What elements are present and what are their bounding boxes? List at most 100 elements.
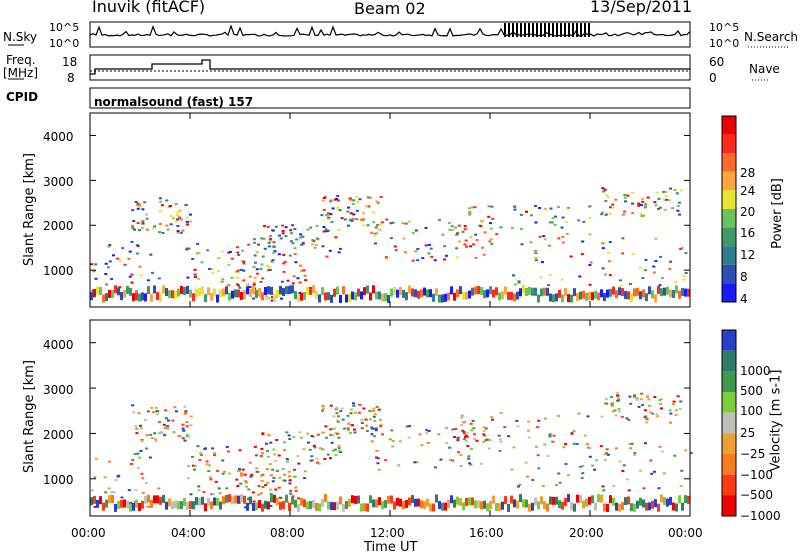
heatmap-cell: [504, 286, 507, 295]
heatmap-cell: [313, 246, 317, 249]
heatmap-cell: [205, 460, 209, 463]
heatmap-cell: [239, 472, 243, 475]
heatmap-cell: [358, 403, 362, 406]
heatmap-cell: [499, 440, 503, 443]
heatmap-cell: [370, 433, 374, 436]
heatmap-cell: [430, 255, 434, 258]
heatmap-cell: [646, 395, 649, 398]
heatmap-cell: [561, 501, 564, 510]
heatmap-cell: [659, 255, 662, 258]
heatmap-cell: [330, 221, 334, 224]
heatmap-cell: [310, 435, 314, 437]
heatmap-cell: [227, 450, 230, 453]
heatmap-cell: [357, 411, 361, 414]
heatmap-cell: [336, 501, 339, 510]
heatmap-cell: [131, 404, 135, 407]
heatmap-cell: [270, 260, 274, 263]
heatmap-cell: [637, 202, 641, 205]
heatmap-cell: [193, 273, 197, 276]
heatmap-cell: [669, 187, 672, 190]
heatmap-cell: [252, 266, 256, 268]
heatmap-cell: [451, 459, 455, 462]
heatmap-cell: [453, 292, 456, 301]
heatmap-cell: [588, 264, 592, 266]
heatmap-cell: [195, 252, 199, 255]
heatmap-cell: [245, 283, 249, 286]
heatmap-cell: [420, 500, 423, 509]
velocity-cb-tick-2: 100: [740, 404, 763, 418]
heatmap-cell: [645, 293, 648, 302]
heatmap-cell: [216, 469, 219, 472]
heatmap-cell: [641, 277, 645, 279]
heatmap-cell: [178, 216, 181, 219]
heatmap-cell: [594, 290, 597, 299]
heatmap-cell: [387, 294, 390, 303]
heatmap-cell: [638, 266, 642, 269]
heatmap-cell: [413, 461, 417, 464]
heatmap-cell: [134, 489, 138, 492]
heatmap-cell: [176, 218, 179, 221]
nave-label: Nave: [749, 62, 780, 76]
heatmap-cell: [375, 291, 378, 300]
heatmap-cell: [337, 444, 341, 447]
heatmap-cell: [321, 407, 325, 410]
heatmap-cell: [450, 286, 453, 295]
heatmap-cell: [630, 294, 633, 303]
heatmap-cell: [141, 292, 144, 301]
heatmap-cell: [369, 495, 372, 504]
cpid-frame: [89, 87, 691, 109]
heatmap-cell: [586, 443, 589, 446]
heatmap-cell: [278, 476, 282, 479]
heatmap-cell: [384, 293, 387, 302]
heatmap-cell: [339, 410, 343, 413]
heatmap-cell: [573, 503, 576, 512]
heatmap-cell: [136, 452, 140, 455]
heatmap-cell: [306, 286, 309, 295]
heatmap-cell: [141, 477, 145, 480]
heatmap-cell: [390, 495, 393, 504]
heatmap-cell: [482, 430, 486, 433]
xtick-0: 00:00: [71, 526, 106, 540]
heatmap-cell: [189, 220, 193, 223]
heatmap-cell: [627, 496, 630, 505]
heatmap-cell: [548, 435, 552, 438]
heatmap-cell: [233, 270, 237, 273]
heatmap-cell: [114, 503, 117, 512]
heatmap-cell: [556, 206, 560, 208]
heatmap-cell: [441, 502, 444, 511]
heatmap-cell: [259, 492, 263, 495]
heatmap-cell: [555, 293, 558, 302]
heatmap-cell: [583, 434, 587, 437]
heatmap-cell: [499, 226, 503, 229]
heatmap-cell: [250, 473, 254, 476]
heatmap-cell: [520, 243, 524, 246]
heatmap-cell: [334, 454, 338, 457]
heatmap-cell: [357, 495, 360, 504]
heatmap-cell: [381, 293, 384, 302]
heatmap-cell: [455, 247, 459, 250]
heatmap-cell: [111, 289, 114, 298]
colorbar-swatch: [722, 116, 736, 135]
heatmap-cell: [405, 425, 409, 428]
nsearch-tick-high: 10^5: [709, 21, 740, 34]
heatmap-cell: [342, 286, 345, 295]
colorbar-swatch: [722, 433, 736, 454]
heatmap-cell: [135, 292, 138, 301]
heatmap-cell: [280, 297, 283, 300]
heatmap-cell: [235, 478, 239, 481]
heatmap-cell: [119, 259, 122, 262]
heatmap-cell: [666, 286, 669, 295]
heatmap-cell: [321, 287, 324, 296]
heatmap-cell: [262, 237, 266, 240]
heatmap-cell: [557, 472, 561, 475]
heatmap-cell: [522, 499, 525, 508]
heatmap-cell: [96, 499, 99, 508]
heatmap-cell: [151, 411, 155, 414]
colorbar-swatch: [722, 330, 736, 351]
heatmap-cell: [605, 448, 609, 451]
heatmap-cell: [489, 286, 492, 295]
heatmap-cell: [185, 247, 189, 250]
heatmap-cell: [259, 267, 263, 270]
heatmap-cell: [318, 447, 322, 450]
heatmap-cell: [373, 420, 377, 422]
